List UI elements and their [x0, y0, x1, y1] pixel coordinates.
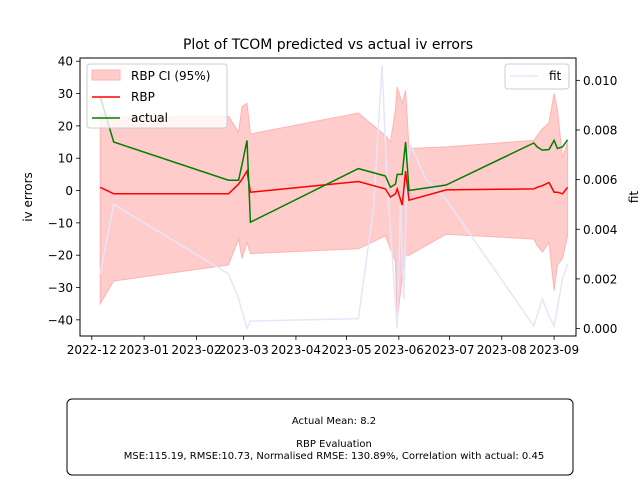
x-tick-label: 2023-08: [477, 343, 527, 357]
fit-line: [99, 65, 569, 331]
x-tick-label: 2023-01: [119, 343, 169, 357]
y2-axis-label: fit: [627, 191, 640, 204]
evaluation-textbox: Actual Mean: 8.2 RBP Evaluation MSE:115.…: [66, 398, 574, 476]
y-tick-label: 40: [58, 55, 73, 69]
y-axis-right: 0.000 0.002 0.004 0.006 0.008 0.010: [576, 74, 617, 336]
y2-tick-label: 0.000: [583, 322, 617, 336]
actual-line-layer: [99, 96, 569, 224]
legend-left: RBP CI (95%) RBP actual: [86, 63, 228, 129]
x-tick-label: 2023-09: [529, 343, 579, 357]
x-tick-label: 2023-06: [374, 343, 424, 357]
y-tick-label: 20: [58, 119, 73, 133]
actual-mean-text: Actual Mean: 8.2: [292, 416, 376, 427]
y2-tick-label: 0.006: [583, 173, 617, 187]
y-tick-label: −10: [48, 216, 73, 230]
y2-tick-label: 0.004: [583, 223, 617, 237]
y-tick-label: −20: [48, 249, 73, 263]
legend-label-actual: actual: [131, 111, 168, 125]
y2-tick-label: 0.008: [583, 123, 617, 137]
actual-line: [99, 96, 569, 224]
y-axis-left: 40 30 20 10 0 −10 −20 −30 −40: [48, 55, 80, 327]
legend-label-fit: fit: [549, 69, 562, 83]
y2-tick-label: 0.010: [583, 74, 617, 88]
legend-label-ci: RBP CI (95%): [131, 69, 210, 83]
x-tick-label: 2023-04: [271, 343, 321, 357]
rbp-evaluation-heading: RBP Evaluation: [296, 439, 372, 450]
x-tick-label: 2022-12: [67, 343, 117, 357]
y-tick-label: 0: [65, 184, 73, 198]
evaluation-textbox-frame: [66, 398, 574, 476]
y-tick-label: 10: [58, 152, 73, 166]
x-tick-label: 2023-07: [424, 343, 474, 357]
legend-left-frame: [86, 63, 228, 129]
y-tick-label: −30: [48, 281, 73, 295]
legend-label-rbp: RBP: [131, 90, 155, 104]
plot-frame: [79, 57, 577, 337]
chart-title: Plot of TCOM predicted vs actual iv erro…: [183, 37, 473, 53]
fit-line-layer: [99, 65, 569, 331]
x-tick-label: 2023-05: [321, 343, 371, 357]
x-tick-label: 2023-03: [219, 343, 269, 357]
legend-swatch-ci: [91, 69, 121, 81]
legend-right: fit: [504, 63, 570, 90]
plot-area: [79, 57, 577, 337]
rbp-evaluation-metrics: MSE:115.19, RMSE:10.73, Normalised RMSE:…: [124, 451, 544, 462]
x-tick-label: 2023-02: [171, 343, 221, 357]
rbp-line: [99, 168, 569, 206]
y-axis-label: iv errors: [21, 172, 35, 222]
y-tick-label: 30: [58, 87, 73, 101]
y-tick-label: −40: [48, 313, 73, 327]
y2-tick-label: 0.002: [583, 272, 617, 286]
rbp-line-layer: [99, 168, 569, 206]
